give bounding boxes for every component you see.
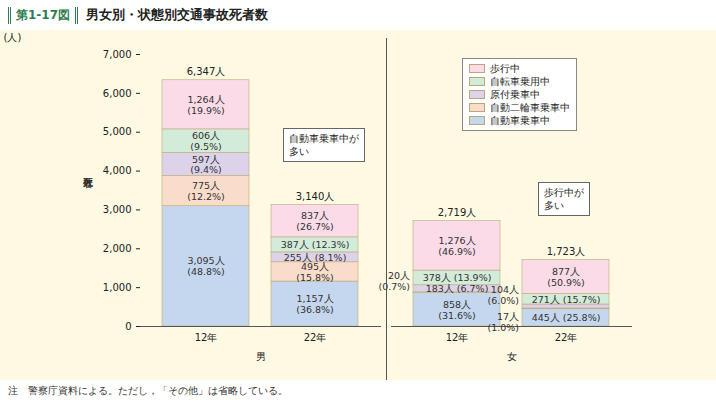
html-text:自動車乗車中: 自動車乗車中 [490, 114, 550, 126]
svg-text:378人 (13.9%): 378人 (13.9%) [423, 272, 492, 283]
svg-text:(人): (人) [4, 32, 22, 43]
svg-text:6,000: 6,000 [103, 88, 132, 99]
svg-text:3,140人: 3,140人 [296, 191, 335, 202]
svg-text:3,000: 3,000 [103, 204, 132, 215]
svg-text:22年: 22年 [304, 332, 327, 343]
svg-text:1,276人(46.9%): 1,276人(46.9%) [438, 235, 476, 257]
html-text:自動車乗車中が 多い: 自動車乗車中が 多い [289, 133, 359, 157]
svg-text:271人 (15.7%): 271人 (15.7%) [532, 294, 601, 305]
svg-text:20人(0.7%): 20人(0.7%) [378, 270, 410, 292]
html-text:歩行中: 歩行中 [490, 62, 520, 74]
svg-text:1,000: 1,000 [103, 282, 132, 293]
svg-text:男: 男 [256, 351, 266, 362]
svg-text:597人(9.4%): 597人(9.4%) [190, 154, 222, 176]
html-text:男女別・状態別交通事故死者数: 男女別・状態別交通事故死者数 [86, 7, 268, 22]
svg-text:4,000: 4,000 [103, 165, 132, 176]
svg-text:877人(50.9%): 877人(50.9%) [547, 266, 585, 288]
svg-text:445人 (25.8%): 445人 (25.8%) [532, 312, 601, 323]
svg-text:12年: 12年 [446, 332, 469, 343]
html-text:第1-17図: 第1-17図 [16, 7, 70, 22]
svg-text:22年: 22年 [555, 332, 578, 343]
svg-text:1,723人: 1,723人 [547, 246, 586, 257]
svg-text:858人(31.6%): 858人(31.6%) [438, 299, 476, 321]
svg-text:7,000: 7,000 [103, 49, 132, 60]
svg-text:606人(9.5%): 606人(9.5%) [190, 130, 222, 152]
svg-text:837人(26.7%): 837人(26.7%) [296, 210, 334, 232]
svg-text:1,157人(36.8%): 1,157人(36.8%) [296, 293, 334, 315]
svg-text:12年: 12年 [195, 332, 218, 343]
svg-text:17人(1.0%): 17人(1.0%) [487, 311, 519, 333]
svg-text:5,000: 5,000 [103, 126, 132, 137]
svg-text:3,095人(48.8%): 3,095人(48.8%) [187, 255, 225, 277]
svg-text:0: 0 [125, 321, 131, 332]
svg-text:495人(15.8%): 495人(15.8%) [296, 261, 334, 283]
html-text:歩行中が 多い: 歩行中が 多い [544, 187, 584, 211]
svg-text:女: 女 [507, 351, 517, 362]
svg-text:2,000: 2,000 [103, 243, 132, 254]
html-text:自転車乗用中: 自転車乗用中 [490, 75, 550, 87]
svg-text:183人 (6.7%): 183人 (6.7%) [426, 283, 489, 294]
svg-text:387人 (12.3%): 387人 (12.3%) [281, 239, 350, 250]
html-text:原付乗車中: 原付乗車中 [490, 88, 540, 100]
svg-text:2,719人: 2,719人 [438, 207, 477, 218]
html-text:注 警察庁資料による。ただし，「その他」は省略している。: 注 警察庁資料による。ただし，「その他」は省略している。 [8, 385, 288, 396]
svg-text:1,264人(19.9%): 1,264人(19.9%) [187, 94, 225, 116]
svg-text:255人 (8.1%): 255人 (8.1%) [284, 252, 347, 263]
svg-text:775人(12.2%): 775人(12.2%) [187, 180, 225, 202]
html-text:自動二輪車乗車中: 自動二輪車乗車中 [490, 101, 570, 113]
svg-text:6,347人: 6,347人 [187, 66, 226, 77]
svg-text:104人(6.0%): 104人(6.0%) [487, 284, 519, 306]
